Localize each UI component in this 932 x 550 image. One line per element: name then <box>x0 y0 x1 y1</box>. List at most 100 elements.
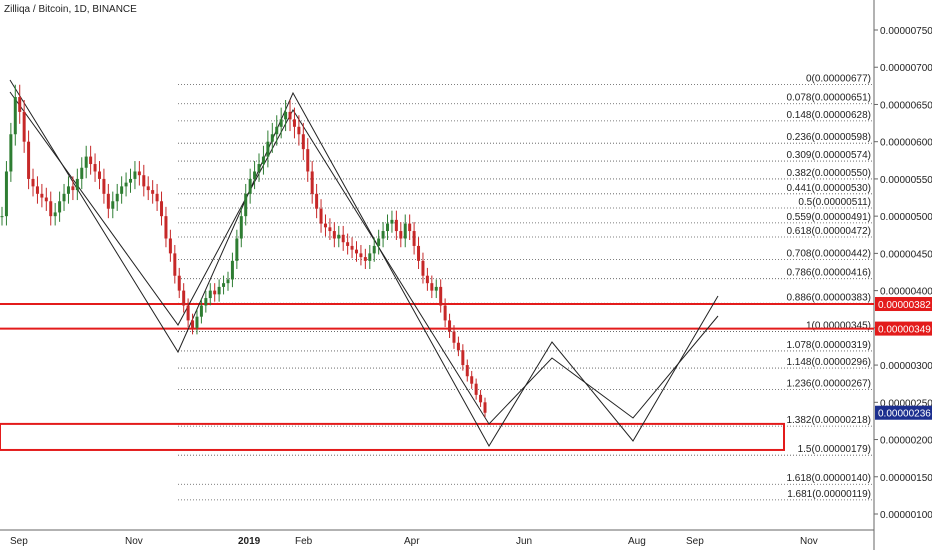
y-tick-label: 0.00000300 <box>880 361 932 372</box>
price-tag-label: 0.00000382 <box>878 300 931 311</box>
y-tick-label: 0.00000650 <box>880 100 932 111</box>
fib-level-label: 0.559(0.00000491) <box>786 212 871 223</box>
fib-level-label: 1.618(0.00000140) <box>786 473 871 484</box>
candle-body <box>66 186 70 194</box>
candle-body <box>257 164 261 172</box>
candle-body <box>155 193 159 202</box>
candle-body <box>44 197 48 202</box>
fib-level-label: 1(0.00000345) <box>806 321 871 332</box>
candle-body <box>146 186 150 191</box>
fib-level-label: 1.236(0.00000267) <box>786 379 871 390</box>
candle-body <box>332 231 336 239</box>
x-tick-label: Jun <box>516 536 532 547</box>
price-tag-label: 0.00000236 <box>878 409 931 420</box>
candle-body <box>213 290 217 295</box>
candle-body <box>120 186 124 194</box>
x-tick-label: Aug <box>628 536 646 547</box>
candle-body <box>479 394 483 403</box>
candle-body <box>439 286 443 306</box>
candle-body <box>40 193 44 198</box>
candle-body <box>49 201 53 217</box>
y-tick-label: 0.00000450 <box>880 249 932 260</box>
candle-body <box>97 171 101 179</box>
candle-body <box>9 134 13 172</box>
candle-body <box>53 212 57 217</box>
candle-body <box>470 376 474 384</box>
x-tick-label: Sep <box>686 536 704 547</box>
y-tick-label: 0.00000600 <box>880 138 932 149</box>
fib-level-label: 0.078(0.00000651) <box>786 93 871 104</box>
candle-body <box>350 245 354 250</box>
candle-body <box>168 238 172 254</box>
candle-body <box>129 178 133 183</box>
candle-body <box>195 316 199 328</box>
candle-body <box>381 231 385 239</box>
candle-body <box>328 227 332 232</box>
y-tick-label: 0.00000400 <box>880 287 932 298</box>
candle-body <box>182 290 186 306</box>
candle-body <box>323 223 327 228</box>
zigzag-channel-line <box>9 79 719 447</box>
candle-body <box>186 305 190 321</box>
price-tag-label: 0.00000349 <box>878 325 931 336</box>
y-tick-label: 0.00000500 <box>880 212 932 223</box>
candle-body <box>443 305 447 321</box>
fib-level-label: 0(0.00000677) <box>806 73 871 84</box>
candle-body <box>173 253 177 276</box>
price-tag-bg <box>875 321 932 336</box>
x-tick-label: Apr <box>404 536 420 547</box>
candle-body <box>483 402 487 413</box>
y-tick-label: 0.00000150 <box>880 473 932 484</box>
candle-body <box>177 275 181 291</box>
fib-level-label: 1.5(0.00000179) <box>798 444 871 455</box>
candle-body <box>310 171 314 194</box>
candle-body <box>111 201 115 209</box>
candle-body <box>160 201 164 217</box>
candle-body <box>346 242 350 246</box>
y-tick-label: 0.00000200 <box>880 436 932 447</box>
target-zone-rect <box>0 422 785 451</box>
candle-body <box>279 119 283 127</box>
fib-level-label: 0.309(0.00000574) <box>786 150 871 161</box>
candle-body <box>417 245 421 261</box>
candle-body <box>13 97 17 135</box>
candle-body <box>239 216 243 239</box>
candle-body <box>261 156 265 165</box>
candle-body <box>204 298 208 306</box>
candle-body <box>191 320 195 328</box>
candle-body <box>226 279 230 284</box>
candle-body <box>270 134 274 142</box>
candle-body <box>164 216 168 239</box>
x-tick-label: 2019 <box>238 536 261 547</box>
candle-body <box>84 156 88 168</box>
candle-body <box>137 171 141 176</box>
candle-body <box>230 260 234 280</box>
candle-body <box>363 257 367 261</box>
candle-body <box>22 111 26 142</box>
candle-body <box>208 290 212 299</box>
candle-body <box>0 216 4 218</box>
candle-body <box>80 167 84 179</box>
candle-body <box>394 219 398 232</box>
candle-body <box>412 231 416 246</box>
fib-level-label: 1.382(0.00000218) <box>786 415 871 426</box>
fib-level-label: 0.886(0.00000383) <box>786 292 871 303</box>
candle-body <box>430 283 434 291</box>
candle-body <box>115 193 119 202</box>
candle-body <box>421 260 425 276</box>
candle-body <box>275 126 279 135</box>
candle-body <box>456 342 460 351</box>
candle-body <box>27 141 31 179</box>
candle-body <box>89 156 93 165</box>
candle-body <box>31 178 35 187</box>
fib-level-label: 1.148(0.00000296) <box>786 357 871 368</box>
candle-body <box>292 119 296 127</box>
candle-body <box>399 231 403 239</box>
candle-body <box>102 178 106 194</box>
candle-body <box>235 238 239 261</box>
candle-body <box>199 305 203 317</box>
candle-body <box>315 193 319 209</box>
candles-group <box>0 84 487 418</box>
fib-level-label: 1.681(0.00000119) <box>787 489 871 500</box>
